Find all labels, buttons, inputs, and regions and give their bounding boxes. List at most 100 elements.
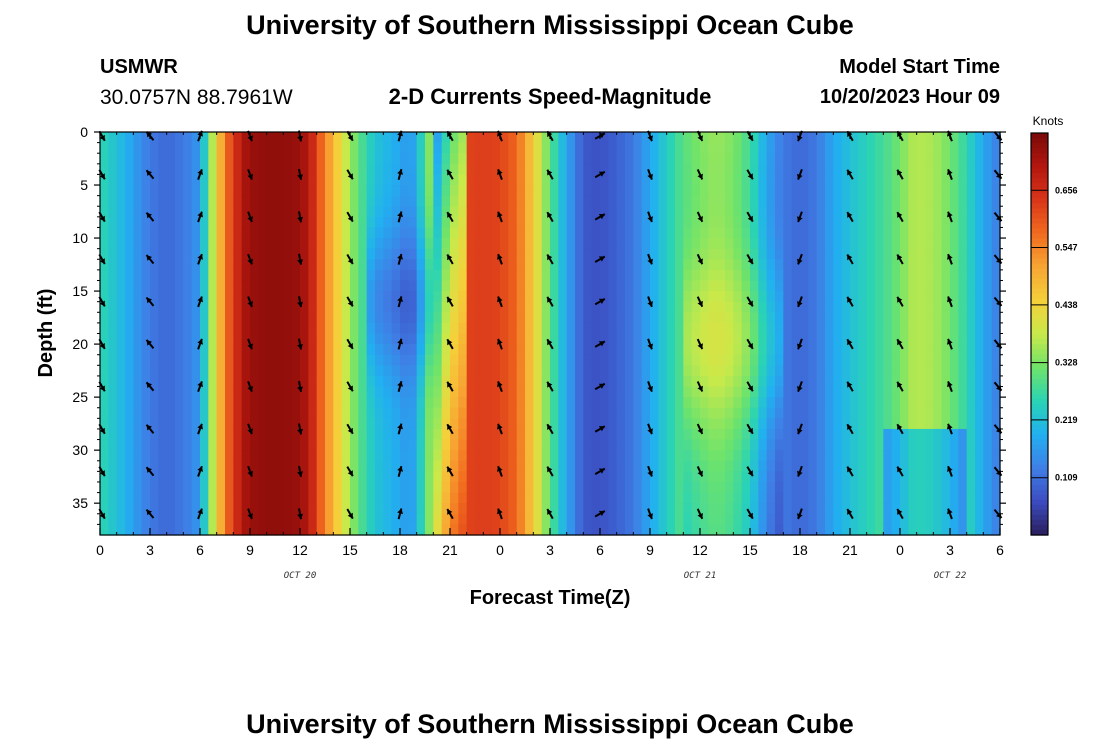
heatmap-cell — [133, 418, 143, 430]
heatmap-cell — [575, 375, 584, 388]
heatmap-cell — [283, 163, 293, 176]
heatmap-cell — [583, 365, 593, 377]
heatmap-cell — [858, 460, 868, 472]
heatmap-cell — [258, 503, 268, 515]
heatmap-cell — [625, 312, 634, 324]
heatmap-cell — [183, 259, 193, 271]
heatmap-cell — [925, 322, 934, 335]
heatmap-cell — [908, 174, 918, 186]
heatmap-cell — [525, 492, 534, 504]
heatmap-cell — [350, 439, 359, 451]
heatmap-cell — [941, 269, 951, 282]
heatmap-cell — [533, 439, 543, 451]
heatmap-cell — [758, 481, 768, 494]
heatmap-cell — [950, 428, 959, 441]
heatmap-cell — [875, 291, 884, 303]
heatmap-cell — [508, 407, 518, 419]
heatmap-cell — [691, 132, 701, 144]
heatmap-cell — [750, 195, 759, 207]
heatmap-cell — [516, 132, 526, 144]
heatmap-cell — [116, 153, 126, 165]
heatmap-cell — [675, 450, 684, 462]
heatmap-cell — [975, 322, 984, 335]
heatmap-cell — [241, 503, 251, 515]
heatmap-cell — [708, 248, 718, 260]
heatmap-cell — [325, 428, 334, 441]
heatmap-cell — [450, 365, 459, 377]
heatmap-cell — [433, 460, 443, 472]
heatmap-cell — [916, 503, 926, 515]
heatmap-cell — [333, 153, 343, 165]
heatmap-cell — [833, 216, 843, 229]
heatmap-cell — [225, 259, 234, 271]
heatmap-cell — [125, 397, 134, 409]
heatmap-cell — [283, 524, 293, 536]
heatmap-cell — [408, 407, 418, 419]
heatmap-cell — [341, 375, 351, 388]
heatmap-cell — [391, 238, 401, 250]
heatmap-cell — [441, 185, 451, 197]
heatmap-cell — [791, 503, 801, 515]
heatmap-cell — [958, 397, 968, 409]
colorbar-segment — [1031, 163, 1048, 169]
heatmap-cell — [150, 471, 159, 483]
heatmap-cell — [941, 238, 951, 250]
heatmap-cell — [950, 132, 959, 144]
heatmap-cell — [308, 450, 318, 462]
colorbar-segment — [1031, 499, 1048, 506]
heatmap-cell — [825, 322, 834, 335]
heatmap-cell — [383, 227, 393, 239]
heatmap-cell — [875, 481, 884, 494]
heatmap-cell — [341, 450, 351, 462]
heatmap-cell — [900, 375, 909, 388]
heatmap-cell — [266, 407, 276, 419]
heatmap-cell — [383, 322, 393, 335]
heatmap-cell — [483, 386, 493, 398]
heatmap-cell — [641, 132, 651, 144]
heatmap-cell — [183, 153, 193, 165]
heatmap-cell — [425, 185, 434, 197]
heatmap-cell — [883, 132, 893, 144]
heatmap-cell — [191, 291, 201, 303]
colorbar-segment — [1031, 344, 1048, 350]
heatmap-cell — [341, 407, 351, 419]
heatmap-cell — [733, 460, 743, 472]
heatmap-cell — [216, 407, 226, 419]
current-vector-arrow — [497, 168, 503, 180]
heatmap-cell — [900, 248, 909, 260]
heatmap-cell — [991, 259, 1001, 271]
heatmap-cell — [216, 269, 226, 282]
heatmap-cell — [575, 163, 584, 176]
heatmap-cell — [791, 450, 801, 462]
heatmap-cell — [483, 259, 493, 271]
heatmap-cell — [216, 312, 226, 324]
heatmap-cell — [150, 418, 159, 430]
heatmap-cell — [766, 301, 776, 313]
heatmap-cell — [175, 407, 184, 419]
heatmap-cell — [591, 333, 601, 345]
heatmap-cell — [175, 227, 184, 239]
heatmap-cell — [525, 439, 534, 451]
heatmap-cell — [941, 206, 951, 218]
heatmap-cell — [266, 174, 276, 186]
heatmap-cell — [750, 312, 759, 324]
heatmap-cell — [325, 206, 334, 218]
heatmap-cell — [733, 365, 743, 377]
heatmap-cell — [308, 280, 318, 292]
heatmap-cell — [241, 312, 251, 324]
heatmap-cell — [850, 142, 859, 154]
heatmap-cell — [491, 312, 501, 324]
heatmap-cell — [541, 312, 551, 324]
heatmap-cell — [791, 513, 801, 525]
heatmap-cell — [533, 259, 543, 271]
heatmap-cell — [916, 206, 926, 218]
heatmap-cell — [850, 238, 859, 250]
heatmap-cell — [116, 471, 126, 483]
heatmap-cell — [658, 513, 668, 525]
heatmap-cell — [708, 259, 718, 271]
heatmap-cell — [191, 333, 201, 345]
heatmap-cell — [783, 142, 793, 154]
heatmap-cell — [850, 312, 859, 324]
heatmap-cell — [366, 344, 376, 356]
heatmap-cell — [625, 163, 634, 176]
